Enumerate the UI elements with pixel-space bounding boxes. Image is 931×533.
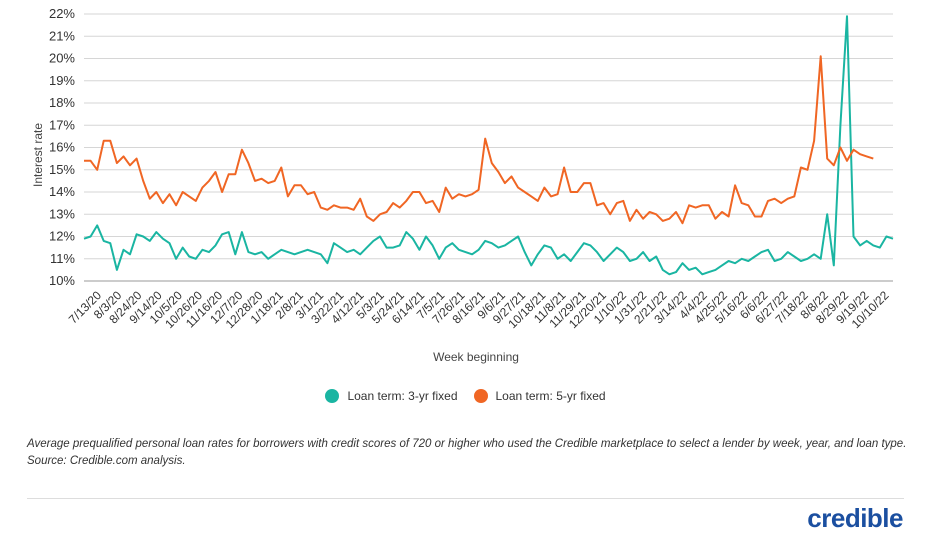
y-tick-label: 10% [49, 273, 75, 288]
y-tick-label: 22% [49, 6, 75, 21]
y-axis-label: Interest rate [31, 123, 45, 187]
legend-item-3yr[interactable]: Loan term: 3-yr fixed [325, 389, 458, 403]
x-axis-ticks: 7/13/208/3/208/24/209/14/2010/5/2010/26/… [66, 288, 892, 331]
legend-marker-5yr [473, 389, 488, 403]
legend-marker-3yr [325, 389, 340, 403]
legend: Loan term: 3-yr fixed Loan term: 5-yr fi… [0, 389, 931, 403]
grid-lines [84, 13, 893, 282]
brand-logo[interactable]: credible [807, 503, 903, 533]
y-tick-label: 16% [49, 140, 75, 155]
y-tick-label: 17% [49, 117, 75, 132]
y-tick-label: 19% [49, 73, 75, 88]
y-tick-label: 21% [49, 28, 75, 43]
series-line-5yr [84, 55, 874, 225]
y-tick-label: 14% [49, 184, 75, 199]
legend-label-3yr: Loan term: 3-yr fixed [347, 389, 458, 403]
y-tick-label: 20% [49, 51, 75, 66]
line-chart: 10%11%12%13%14%15%16%17%18%19%20%21%22% … [31, 6, 894, 364]
y-tick-label: 15% [49, 162, 75, 177]
chart-caption: Average prequalified personal loan rates… [27, 438, 907, 467]
divider [27, 498, 904, 499]
y-axis-ticks: 10% 11% 12% 13% 14% 15% 16% 17% 18% 19% 20% 21% 22% [49, 6, 75, 288]
x-axis-label: Week beginning [433, 350, 519, 364]
series-lines [83, 15, 894, 276]
y-tick-label: 18% [49, 95, 75, 110]
legend-label-5yr: Loan term: 5-yr fixed [495, 389, 606, 403]
series-line-3yr [83, 15, 894, 276]
y-tick-label: 13% [49, 206, 75, 221]
y-tick-label: 11% [50, 251, 75, 266]
y-tick-label: 12% [49, 229, 75, 244]
legend-item-5yr[interactable]: Loan term: 5-yr fixed [473, 389, 606, 403]
